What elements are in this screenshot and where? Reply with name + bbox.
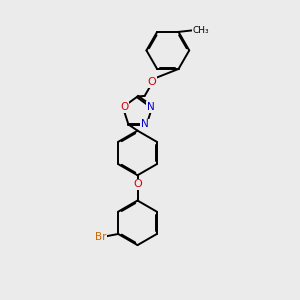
Text: N: N: [141, 119, 149, 130]
Text: O: O: [147, 77, 156, 87]
Text: Br: Br: [94, 232, 106, 242]
Text: O: O: [133, 179, 142, 190]
Text: O: O: [120, 102, 128, 112]
Text: N: N: [147, 102, 154, 112]
Text: CH₃: CH₃: [193, 26, 209, 35]
